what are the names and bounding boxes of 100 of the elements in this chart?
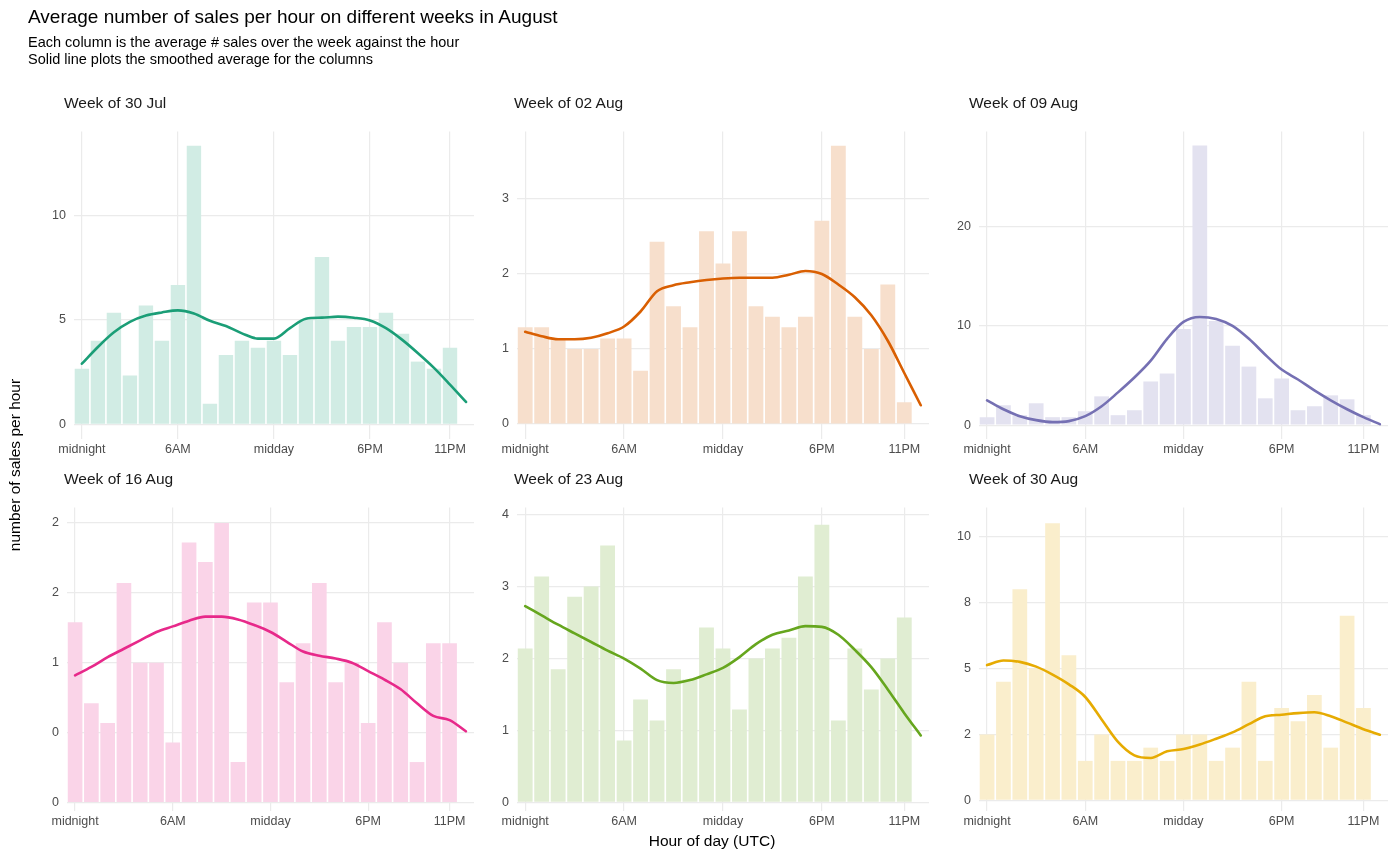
bar [682, 327, 698, 424]
bar [282, 354, 298, 424]
line-series [80, 309, 468, 404]
x-tick-label: midnight [58, 441, 107, 456]
bar [1339, 615, 1355, 800]
bar [748, 306, 764, 424]
chart-title: Week of 02 Aug [513, 93, 625, 113]
bar [298, 319, 314, 424]
chart-title: Week of 09 Aug [968, 93, 1080, 113]
line-series [73, 615, 468, 733]
bar [346, 326, 362, 424]
bar [74, 368, 90, 424]
bar [344, 662, 360, 803]
bar [409, 762, 425, 803]
y-tick-label: 0 [963, 792, 971, 807]
y-tick-label: 3 [502, 579, 509, 594]
bar [181, 542, 197, 803]
chart-title: Week of 16 Aug [63, 469, 175, 489]
chart-title: Week of 30 Aug [968, 469, 1080, 489]
bar [170, 285, 186, 424]
x-tick-label: midnight [963, 813, 1012, 828]
bar [186, 145, 202, 424]
chart-title: Week of 23 Aug [513, 469, 625, 489]
y-tick-label: 4 [502, 507, 509, 522]
chart-title: Week of 30 Jul [63, 93, 168, 113]
bar [314, 257, 330, 424]
y-tick-label: 5 [58, 312, 66, 327]
x-tick-label: midday [1163, 441, 1205, 456]
y-tick-label: 0 [52, 725, 59, 740]
line-series [523, 269, 923, 407]
x-tick-label: 11PM [888, 441, 921, 456]
bar [699, 231, 714, 424]
y-axis-title: number of sales per hour [6, 378, 24, 552]
x-tick-label: 6AM [611, 813, 637, 828]
x-tick-label: midday [1163, 813, 1205, 828]
line-series [985, 315, 1382, 426]
y-tick-label: 0 [963, 417, 971, 432]
bar [90, 340, 106, 424]
x-tick-label: 11PM [1347, 441, 1380, 456]
x-tick-label: 6PM [355, 813, 382, 828]
bar [732, 231, 747, 424]
bar [218, 354, 234, 424]
bar [666, 669, 681, 802]
bar [138, 305, 154, 424]
x-tick-label: 6PM [1268, 813, 1295, 828]
y-tick-label: 8 [963, 594, 971, 609]
bar [732, 709, 747, 802]
text: Solid line plots the smoothed average for the columns [28, 51, 374, 68]
x-tick-label: midday [253, 441, 295, 456]
bar [230, 762, 246, 803]
bar [1110, 760, 1126, 800]
bar [649, 241, 665, 424]
x-tick-label: 6PM [357, 441, 383, 456]
x-tick-label: 11PM [433, 813, 466, 828]
bar [1290, 721, 1306, 800]
y-tick-label: 2 [502, 266, 509, 281]
text: Each column is the average # sales over the week against the hour [28, 34, 461, 51]
bar [378, 312, 394, 424]
x-tick-label: midnight [963, 441, 1012, 456]
bar [715, 263, 731, 424]
bar [67, 622, 83, 803]
x-tick-label: 11PM [1347, 813, 1380, 828]
bar [250, 347, 266, 424]
y-tick-label: 2 [52, 585, 59, 600]
bar [266, 340, 282, 424]
x-tick-label: 11PM [888, 813, 921, 828]
y-tick-label: 1 [502, 341, 509, 356]
bar [682, 679, 698, 802]
bar [896, 617, 912, 802]
bar [1356, 708, 1371, 800]
bar [234, 340, 250, 424]
x-tick-label: midday [702, 441, 744, 456]
bar [330, 340, 346, 424]
bar [979, 734, 995, 800]
y-tick-label: 0 [502, 416, 509, 431]
y-tick-label: 3 [502, 191, 509, 206]
y-tick-label: 1 [52, 655, 59, 670]
x-tick-label: 6AM [159, 813, 186, 828]
bar [154, 340, 170, 424]
y-tick-label: 1 [502, 722, 509, 737]
y-tick-label: 2 [502, 650, 509, 665]
x-tick-label: 6AM [1072, 441, 1099, 456]
x-tick-label: 11PM [434, 441, 466, 456]
bar [896, 402, 912, 424]
y-tick-label: 10 [957, 528, 971, 543]
bar [295, 643, 311, 803]
x-tick-label: 6AM [611, 441, 637, 456]
x-tick-label: midday [702, 813, 744, 828]
bar [202, 403, 218, 424]
bar [1241, 681, 1257, 800]
bar [748, 658, 764, 802]
bar [106, 312, 122, 424]
bar [394, 333, 410, 424]
bar [1159, 760, 1175, 800]
bar [649, 720, 665, 802]
x-tick-label: 6AM [1072, 813, 1099, 828]
y-tick-label: 10 [957, 318, 971, 333]
x-tick-label: 6PM [809, 813, 835, 828]
x-tick-label: 6PM [1268, 441, 1295, 456]
bar [699, 627, 714, 802]
